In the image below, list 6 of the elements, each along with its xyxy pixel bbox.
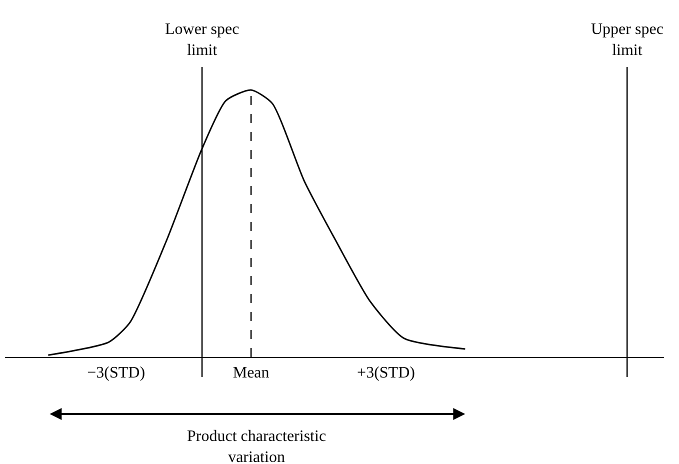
- ref-line-label: Upper spec limit: [591, 21, 664, 59]
- text: Product characteristic variation: [187, 428, 326, 464]
- x-tick-label: Mean: [232, 364, 270, 382]
- ref-line-label: Lower spec limit: [165, 21, 240, 59]
- x-tick-label: −3(STD): [87, 364, 146, 382]
- x-tick-label: +3(STD): [357, 364, 415, 382]
